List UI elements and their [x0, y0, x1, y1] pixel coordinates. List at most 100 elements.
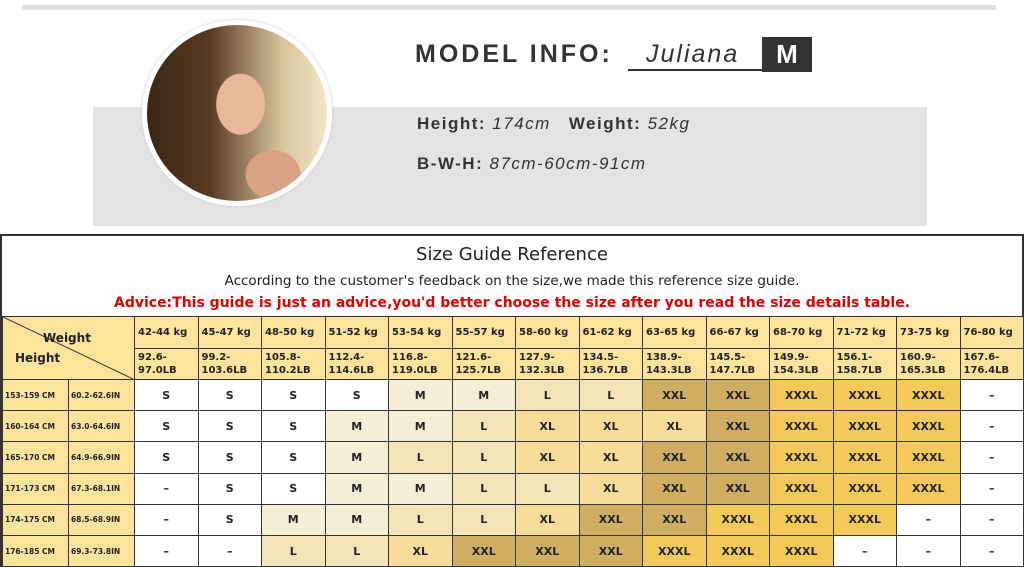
size-cell: XXL — [705, 378, 770, 412]
size-cell: – — [896, 534, 961, 567]
size-cell: M — [324, 503, 389, 536]
size-cell: S — [197, 472, 262, 505]
weight-kg-header: 55-57 kg — [451, 316, 516, 349]
weight-lb-header: 149.9- 154.3LB — [769, 348, 834, 380]
weight-lb-header: 127.9- 132.3LB — [515, 348, 580, 380]
height-label: Height: — [417, 114, 487, 133]
size-cell: XXXL — [896, 378, 961, 412]
weight-axis-label: Weight — [43, 331, 91, 345]
height-cm: 160-164 CM — [2, 410, 69, 443]
weight-lb-header: 134.5- 136.7LB — [578, 348, 643, 380]
weight-value: 52kg — [647, 114, 691, 133]
size-cell: XXXL — [832, 378, 897, 412]
size-cell: – — [959, 534, 1024, 567]
height-in: 64.9-66.9IN — [68, 441, 135, 474]
size-cell: – — [134, 472, 199, 505]
table-row: 174-175 CM 68.5-68.9IN – S M M L L XL XXL XXL XXXL X… — [2, 503, 1024, 536]
size-cell: XXXL — [832, 472, 897, 505]
size-cell: XXL — [705, 410, 770, 443]
height-value: 174cm — [492, 114, 551, 133]
size-cell: XXXL — [769, 534, 834, 567]
model-info-label: MODEL INFO: — [415, 40, 613, 68]
size-cell: XXL — [451, 534, 516, 567]
size-cell: L — [261, 534, 326, 567]
weight-kg-header: 51-52 kg — [324, 316, 389, 349]
size-cell: – — [134, 534, 199, 567]
table-row: 153-159 CM 60.2-62.6IN S S S S M M L L XXL XXL XXXL X… — [2, 378, 1024, 412]
size-cell: L — [515, 378, 580, 412]
size-cell: XXXL — [705, 534, 770, 567]
size-cell: L — [578, 378, 643, 412]
size-cell: L — [451, 503, 516, 536]
weight-lb-header: 105.8- 110.2LB — [261, 348, 326, 380]
weight-kg-header: 66-67 kg — [705, 316, 770, 349]
size-cell: S — [197, 378, 262, 412]
weight-kg-header: 42-44 kg — [134, 316, 199, 349]
weight-label: Weight: — [568, 114, 642, 133]
size-cell: XL — [642, 410, 707, 443]
size-cell: L — [451, 441, 516, 474]
size-cell: S — [134, 378, 199, 412]
height-in: 63.0-64.6IN — [68, 410, 135, 443]
model-photo — [142, 20, 332, 206]
corner-header: Weight Height — [2, 316, 135, 380]
size-cell: XXXL — [832, 503, 897, 536]
size-cell: M — [388, 378, 453, 412]
model-height-weight: Height: 174cm Weight: 52kg — [417, 114, 708, 134]
size-cell: – — [959, 378, 1024, 412]
weight-lb-header: 121.6- 125.7LB — [451, 348, 516, 380]
weight-kg-header: 58-60 kg — [515, 316, 580, 349]
bwh-value: 87cm-60cm-91cm — [489, 154, 647, 173]
size-cell: XXXL — [769, 410, 834, 443]
weight-kg-header: 45-47 kg — [197, 316, 262, 349]
size-cell: M — [324, 441, 389, 474]
size-cell: XXXL — [769, 472, 834, 505]
size-cell: S — [134, 410, 199, 443]
weight-kg-header: 61-62 kg — [578, 316, 643, 349]
size-cell: XXXL — [896, 441, 961, 474]
size-table: Weight Height 42-44 kg 45-47 kg 48-50 kg 51-5… — [2, 316, 1024, 567]
weight-kg-header: 73-75 kg — [896, 316, 961, 349]
size-cell: S — [197, 503, 262, 536]
height-cm: 176-185 CM — [2, 534, 69, 567]
weight-kg-header: 48-50 kg — [261, 316, 326, 349]
height-axis-label: Height — [15, 351, 61, 365]
model-bwh: B-W-H: 87cm-60cm-91cm — [417, 154, 665, 174]
size-cell: XXL — [705, 472, 770, 505]
size-cell: XXXL — [896, 472, 961, 505]
size-cell: XL — [578, 410, 643, 443]
height-in: 60.2-62.6IN — [68, 378, 135, 412]
size-guide: Size Guide Reference According to the cu… — [0, 234, 1024, 567]
weight-kg-header: 53-54 kg — [388, 316, 453, 349]
weight-kg-header: 71-72 kg — [832, 316, 897, 349]
size-cell: – — [959, 503, 1024, 536]
height-cm: 165-170 CM — [2, 441, 69, 474]
height-in: 68.5-68.9IN — [68, 503, 135, 536]
weight-kg-header: 68-70 kg — [769, 316, 834, 349]
height-in: 67.3-68.1IN — [68, 472, 135, 505]
weight-lb-header: 156.1- 158.7LB — [832, 348, 897, 380]
size-cell: XL — [515, 441, 580, 474]
weight-kg-header: 63-65 kg — [642, 316, 707, 349]
weight-lb-header: 92.6- 97.0LB — [134, 348, 199, 380]
size-cell: XXXL — [642, 534, 707, 567]
weight-lb-header: 138.9- 143.3LB — [642, 348, 707, 380]
size-cell: S — [261, 378, 326, 412]
weight-lb-header: 160.9- 165.3LB — [896, 348, 961, 380]
size-cell: – — [896, 503, 961, 536]
weight-lb-header: 145.5- 147.7LB — [705, 348, 770, 380]
size-cell: M — [324, 410, 389, 443]
height-cm: 171-173 CM — [2, 472, 69, 505]
model-size-badge: M — [762, 37, 812, 72]
size-cell: XXL — [705, 441, 770, 474]
size-cell: XXL — [642, 378, 707, 412]
size-cell: S — [197, 410, 262, 443]
size-cell: L — [515, 472, 580, 505]
size-cell: XXL — [642, 441, 707, 474]
size-cell: – — [134, 503, 199, 536]
size-cell: M — [324, 472, 389, 505]
table-row: 160-164 CM 63.0-64.6IN S S S M M L XL XL XL XXL XXXL… — [2, 410, 1024, 443]
size-cell: M — [388, 472, 453, 505]
size-cell: XL — [388, 534, 453, 567]
bwh-label: B-W-H: — [417, 154, 484, 173]
